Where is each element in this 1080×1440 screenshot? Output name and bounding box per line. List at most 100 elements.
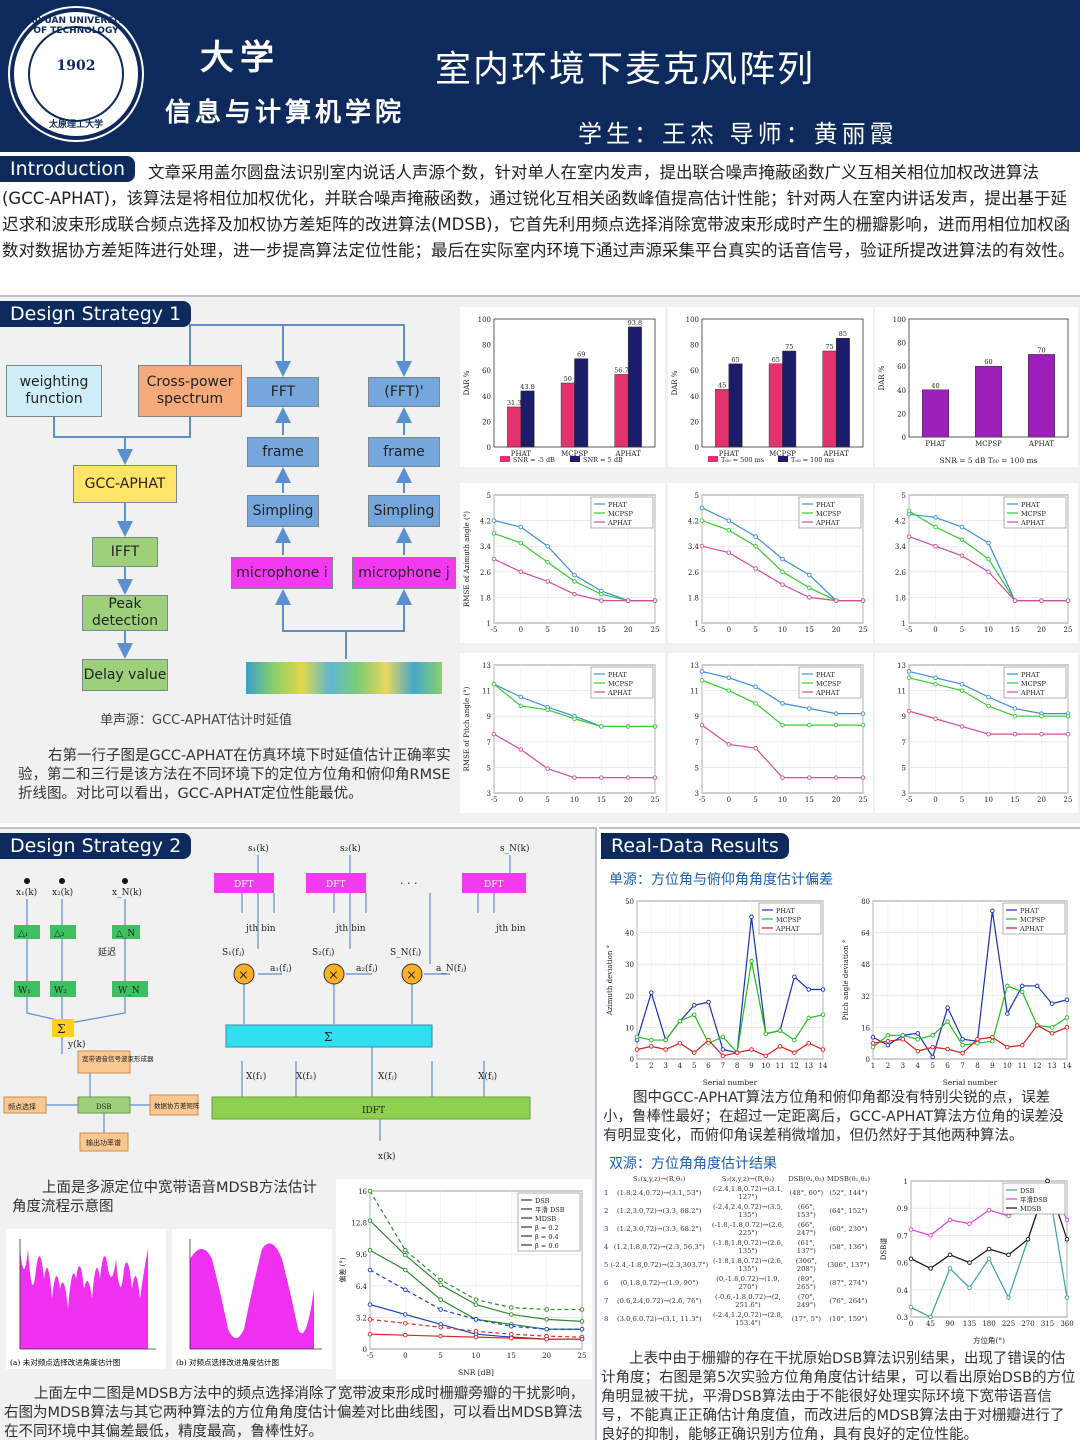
x-tick-label: 11 xyxy=(776,1062,785,1070)
legend-label: APHAT xyxy=(1019,925,1044,933)
table-cell: (-2.4,2.4,0.72)→(3.5, 135°) xyxy=(712,1203,783,1219)
y-tick-label: 20 xyxy=(897,410,906,418)
x-tick-label: -5 xyxy=(491,796,498,804)
x-tick-label: MCPSP xyxy=(975,440,1002,448)
bar-value-label: 40 xyxy=(931,382,939,390)
x-tick-label: MCPSP xyxy=(769,450,796,458)
data-point xyxy=(726,527,732,533)
x-tick-label: 15 xyxy=(805,796,814,804)
data-point xyxy=(930,1033,935,1038)
x-tick-label: 0 xyxy=(519,626,523,634)
data-point xyxy=(1034,1023,1040,1028)
data-point xyxy=(509,1312,514,1317)
data-point xyxy=(915,1031,921,1036)
series-line xyxy=(636,960,824,1055)
bar xyxy=(835,337,850,448)
realdata-subtitle-2: 双源：方位角角度估计结果 xyxy=(609,1156,777,1172)
data-point xyxy=(975,1040,980,1046)
y-tick-label: 1 xyxy=(902,620,906,628)
microphone-i-box: microphone i xyxy=(231,557,333,589)
data-point xyxy=(749,958,754,964)
data-point xyxy=(473,1328,479,1334)
logo-emblem: 1902 xyxy=(28,26,124,122)
data-point xyxy=(518,524,524,530)
table-cell: (306°, 208°) xyxy=(795,1257,817,1273)
data-point xyxy=(599,724,604,729)
data-point xyxy=(677,1018,683,1024)
data-point xyxy=(753,566,758,571)
table-header-cell: DSB(θ₁,θ₂) xyxy=(788,1175,825,1183)
jth-bin-label-2: jth bin xyxy=(335,924,366,934)
data-point xyxy=(1006,1252,1011,1258)
x-tick-label: 0 xyxy=(727,796,731,804)
y-axis-label: DAR % xyxy=(878,365,886,390)
x-tick-label: 25 xyxy=(578,1352,587,1360)
data-point xyxy=(403,1321,408,1326)
data-point xyxy=(491,556,497,562)
x-tick-label: 20 xyxy=(624,796,633,804)
microphone-j-box: microphone j xyxy=(352,557,456,589)
data-point xyxy=(403,1332,408,1338)
bar xyxy=(614,374,629,448)
legend-label: PHAT xyxy=(1021,501,1040,509)
data-point xyxy=(491,731,497,737)
data-point xyxy=(906,669,912,674)
fft-box: FFT xyxy=(247,377,319,407)
data-point xyxy=(906,675,912,681)
data-point xyxy=(860,775,866,780)
data-point xyxy=(960,1042,965,1048)
data-point xyxy=(699,518,705,523)
data-point xyxy=(652,775,658,780)
y-axis-label: DAR % xyxy=(463,370,471,395)
data-point xyxy=(438,1333,443,1339)
data-point xyxy=(518,694,524,700)
legend-swatch xyxy=(778,456,788,462)
data-point xyxy=(706,1037,711,1043)
y-tick-label: 16 xyxy=(358,1188,367,1196)
data-point xyxy=(928,1233,933,1238)
dar-bar-chart-3: 0 20 40 60 80 100 DAR % SNR = 5 dB T₆₀ = 100 ms… xyxy=(875,307,1078,467)
y-tick-label: 3.4 xyxy=(895,543,907,551)
bar xyxy=(715,389,730,448)
y-tick-label: 3 xyxy=(487,790,491,798)
x-tick-label: 6 xyxy=(706,1062,711,1070)
data-point xyxy=(1064,1295,1070,1300)
legend-label: MCPSP xyxy=(776,916,801,924)
data-point xyxy=(820,987,826,992)
data-point xyxy=(753,684,758,690)
y-tick-label: 1 xyxy=(487,620,491,628)
y-tick-label: 40 xyxy=(625,930,634,938)
y-tick-label: 7 xyxy=(487,739,491,747)
data-point xyxy=(1012,713,1018,719)
legend-label: MCPSP xyxy=(1021,510,1046,518)
y-tick-label: 0 xyxy=(363,1346,367,1354)
data-point xyxy=(518,540,524,546)
svg-text:×: × xyxy=(406,968,417,983)
x-tick-label: -5 xyxy=(699,796,706,804)
data-point xyxy=(1045,1178,1050,1184)
x-axis-label: SNR = 5 dB T₆₀ = 100 ms xyxy=(940,456,1038,465)
data-point xyxy=(367,1218,373,1223)
data-point xyxy=(1019,1042,1025,1048)
series-line xyxy=(872,1024,1068,1054)
table-cell: 2 xyxy=(604,1207,609,1215)
table-header-cell: S₁(x,y,z)→(R,θ₁) xyxy=(633,1175,686,1183)
y-tick-label: 11 xyxy=(690,688,699,696)
data-point xyxy=(820,1012,826,1018)
data-point xyxy=(870,1044,876,1050)
data-point xyxy=(367,1302,373,1307)
data-point xyxy=(986,1256,992,1261)
data-point xyxy=(1049,1001,1055,1006)
bar-value-label: 93.8 xyxy=(628,319,642,327)
legend-box xyxy=(517,1192,581,1252)
data-point xyxy=(806,1015,811,1021)
Xfj-label: X(fⱼ) xyxy=(378,1071,397,1082)
spectrum-after-freq-select: (b) 对频点选择改进角度估计图 xyxy=(172,1229,332,1369)
data-point xyxy=(928,1266,933,1271)
data-point xyxy=(975,1036,980,1042)
legend-swatch xyxy=(708,456,718,462)
beamformer-label: 宽带语音信号波束形成器 xyxy=(82,1054,154,1063)
x-tick-label: PHAT xyxy=(719,450,739,458)
y-axis-label: DSB谱 xyxy=(879,1238,888,1261)
data-point xyxy=(491,681,497,687)
